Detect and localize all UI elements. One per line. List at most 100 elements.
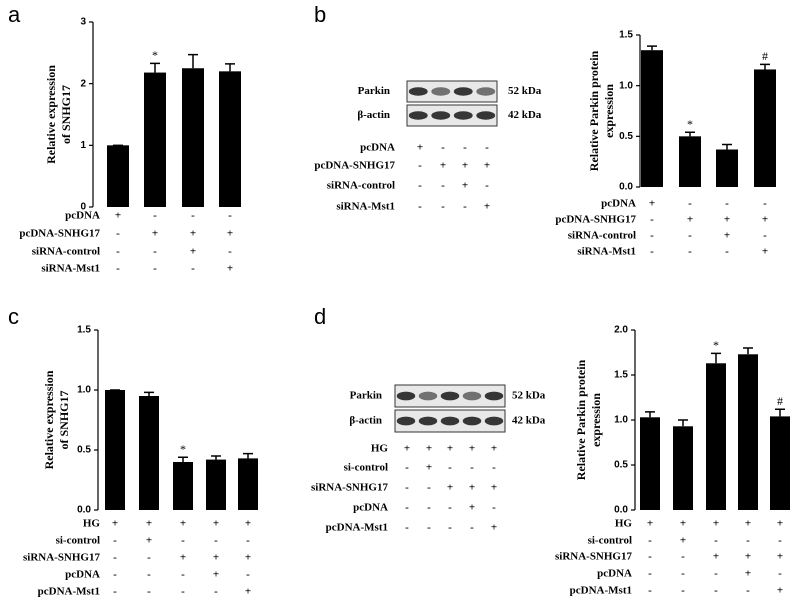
condition-label: si-control — [56, 535, 100, 547]
condition-mark: - — [228, 210, 232, 222]
condition-mark: + — [180, 552, 186, 564]
annotation: # — [762, 49, 768, 63]
blot-band — [476, 87, 496, 96]
y-tick-label: 1.5 — [619, 30, 633, 41]
blot-band — [431, 111, 451, 120]
condition-mark: - — [763, 230, 767, 242]
panel-label: b — [314, 2, 326, 27]
condition-mark: - — [418, 201, 422, 213]
condition-mark: + — [687, 214, 693, 226]
condition-mark: + — [491, 443, 497, 455]
condition-mark: - — [116, 263, 120, 275]
error-bar — [722, 143, 732, 150]
condition-mark: - — [246, 569, 250, 581]
condition-mark: - — [441, 142, 445, 154]
condition-label: pcDNA — [597, 568, 632, 580]
y-tick-label: 1 — [80, 140, 86, 151]
error-bar — [775, 408, 785, 417]
band-label: Parkin — [350, 390, 382, 402]
condition-mark: - — [648, 551, 652, 563]
condition-mark: - — [714, 568, 718, 580]
condition-mark: + — [152, 228, 158, 240]
condition-mark: - — [116, 246, 120, 258]
condition-mark: - — [147, 569, 151, 581]
condition-label: siRNA-SNHG17 — [23, 552, 101, 564]
condition-mark: + — [484, 201, 490, 213]
y-axis-label: Relative expression — [42, 370, 56, 469]
y-tick-label: 0.5 — [77, 445, 91, 456]
error-bar — [243, 452, 253, 459]
error-bar — [645, 411, 655, 418]
condition-mark: - — [778, 535, 782, 547]
band-size: 52 kDa — [508, 85, 542, 97]
bar — [238, 458, 258, 510]
blot-band — [462, 391, 482, 401]
annotation: * — [152, 48, 158, 62]
condition-mark: - — [427, 522, 431, 534]
band-label: β-actin — [349, 415, 382, 427]
condition-mark: + — [227, 228, 233, 240]
panel-label: d — [314, 304, 326, 329]
y-tick-label: 1.0 — [619, 80, 633, 91]
condition-mark: + — [484, 160, 490, 172]
band-size: 42 kDa — [512, 415, 546, 427]
y-tick-label: 0.5 — [614, 460, 628, 471]
condition-mark: - — [116, 228, 120, 240]
bar — [641, 50, 663, 188]
condition-mark: - — [681, 551, 685, 563]
condition-mark: + — [426, 462, 432, 474]
blot-band — [453, 111, 473, 120]
condition-mark: + — [245, 586, 251, 598]
condition-label: siRNA-Mst1 — [336, 201, 395, 213]
condition-mark: + — [190, 228, 196, 240]
y-axis-label: Relative Parkin protein — [587, 50, 601, 171]
y-axis-label: Relative expression — [44, 65, 58, 164]
bar — [679, 136, 701, 187]
bar — [640, 417, 660, 510]
bar — [144, 72, 166, 207]
blot-band — [431, 87, 451, 96]
annotation: * — [713, 338, 719, 352]
condition-mark: - — [427, 482, 431, 494]
bar — [139, 396, 159, 510]
error-bar — [743, 347, 753, 355]
blot-band — [484, 416, 504, 426]
y-tick-label: 2.0 — [614, 325, 628, 336]
condition-mark: + — [112, 518, 118, 530]
condition-mark: + — [680, 535, 686, 547]
condition-mark: + — [180, 518, 186, 530]
blot-band — [396, 391, 416, 401]
error-bar — [711, 352, 721, 364]
condition-mark: - — [405, 502, 409, 514]
condition-mark: + — [777, 551, 783, 563]
condition-mark: + — [469, 443, 475, 455]
condition-mark: + — [245, 518, 251, 530]
condition-mark: - — [113, 535, 117, 547]
condition-mark: - — [153, 263, 157, 275]
bar — [716, 149, 738, 187]
condition-mark: + — [713, 518, 719, 530]
condition-mark: + — [426, 443, 432, 455]
condition-mark: + — [469, 502, 475, 514]
condition-mark: - — [725, 246, 729, 258]
condition-mark: + — [404, 443, 410, 455]
bar — [173, 462, 193, 510]
error-bar — [685, 131, 695, 137]
condition-label: pcDNA-SNHG17 — [555, 214, 636, 226]
y-axis-label: expression — [589, 393, 603, 447]
condition-mark: + — [462, 180, 468, 192]
blot-band — [408, 111, 428, 120]
condition-mark: - — [191, 210, 195, 222]
bar — [182, 68, 204, 207]
bar — [206, 459, 226, 510]
condition-mark: + — [440, 160, 446, 172]
bar — [105, 390, 125, 510]
condition-mark: - — [181, 535, 185, 547]
condition-mark: - — [463, 142, 467, 154]
condition-mark: + — [245, 552, 251, 564]
condition-mark: - — [147, 586, 151, 598]
condition-mark: - — [470, 522, 474, 534]
annotation: # — [777, 394, 783, 408]
condition-label: HG — [371, 443, 389, 455]
